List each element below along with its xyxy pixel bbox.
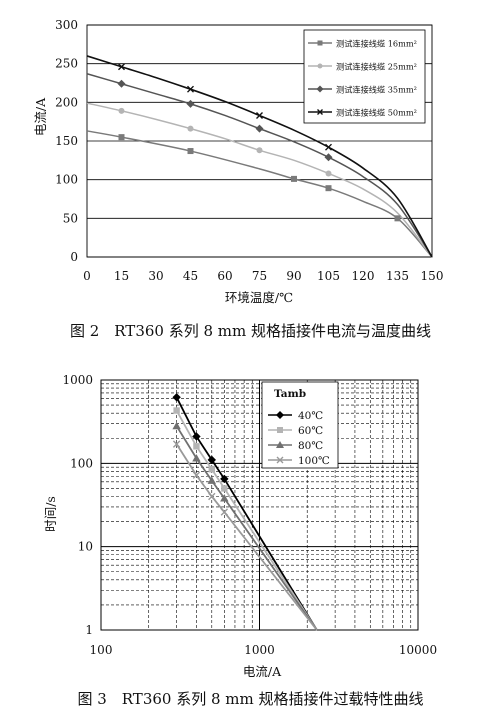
chart-legend: Tamb 40℃ 60℃ 80℃ 100℃: [261, 381, 339, 469]
series-point: [118, 134, 125, 141]
series-point: [324, 153, 333, 162]
chart-legend: 测试连接线缆 16mm² 测试连接线缆 25mm² 测试连接线缆 35mm² 测试连接…: [303, 29, 426, 124]
x-tick-label: 120: [352, 269, 375, 283]
legend-marker: [316, 85, 324, 93]
legend-label: 40℃: [298, 410, 323, 422]
x-tick-label: 135: [386, 269, 409, 283]
y-tick-label: 150: [55, 134, 78, 148]
series-point: [192, 454, 201, 462]
y-axis-label: 电流/A: [33, 97, 48, 136]
y-axis-label: 时间/s: [43, 496, 58, 532]
y-tick-label: 300: [55, 18, 78, 32]
legend-marker: [317, 109, 323, 115]
figure-2-caption: 图 2 RT360 系列 8 mm 规格插接件电流与温度曲线: [69, 322, 432, 340]
y-tick-label: 1: [85, 623, 93, 637]
figure-2-current-vs-temperature-chart: 0 50 100 150 200 250 300 0 15 30 45 60 75 90 105 120 135…: [33, 18, 443, 305]
x-tick-label: 100: [90, 643, 113, 657]
x-tick-label: 15: [114, 269, 129, 283]
series-point: [255, 124, 264, 133]
series-point: [208, 466, 215, 473]
chart-series-markers: [172, 393, 229, 516]
plot-frame: [100, 379, 419, 631]
legend-box: [303, 29, 426, 124]
series-point: [118, 63, 125, 71]
legend-marker: [276, 456, 284, 464]
y-tick-label: 100: [55, 173, 78, 187]
y-tick-label: 1000: [62, 373, 93, 387]
legend-label: 测试连接线缆 35mm²: [336, 85, 417, 95]
series-point: [394, 215, 401, 222]
series-point: [220, 508, 229, 516]
y-tick-label: 100: [70, 456, 93, 470]
plot-frame: [86, 24, 433, 258]
series-point: [207, 476, 216, 484]
series-point: [220, 494, 229, 502]
legend-marker: [277, 427, 283, 433]
x-axis-label: 电流/A: [243, 664, 282, 679]
x-tick-label: 45: [183, 269, 198, 283]
series-point: [325, 143, 332, 151]
series-point: [187, 148, 194, 155]
x-tick-label: 0: [83, 269, 91, 283]
chart-tick-labels: 100 1000 10000 1 10 100 1000: [62, 373, 437, 657]
series-point: [325, 185, 332, 192]
series-point: [172, 393, 181, 402]
series-point: [325, 170, 332, 177]
x-tick-label: 60: [217, 269, 232, 283]
series-point: [207, 455, 216, 465]
legend-label: 测试连接线缆 25mm²: [336, 62, 417, 72]
series-point: [172, 440, 181, 448]
series-point: [173, 407, 180, 414]
legend-marker: [317, 40, 323, 46]
y-tick-label: 0: [70, 250, 78, 264]
series-point: [117, 79, 126, 88]
legend-marker: [317, 63, 323, 69]
legend-label: 60℃: [298, 425, 323, 437]
series-point: [291, 175, 297, 182]
series-point: [172, 421, 181, 430]
series-line: [175, 443, 318, 631]
legend-marker: [276, 441, 284, 448]
series-point: [187, 85, 194, 93]
series-point: [192, 432, 201, 441]
y-tick-label: 10: [78, 540, 93, 554]
series-point: [221, 485, 228, 492]
legend-marker: [276, 411, 284, 419]
series-point: [118, 107, 125, 114]
series-point: [192, 471, 201, 479]
legend-title: Tamb: [274, 388, 306, 400]
x-tick-label: 10000: [399, 643, 437, 657]
series-point: [208, 492, 216, 501]
x-tick-label: 75: [252, 269, 267, 283]
legend-box: [261, 381, 339, 469]
legend-label: 测试连接线缆 50mm²: [336, 108, 417, 118]
x-tick-label: 150: [421, 269, 444, 283]
x-axis-label: 环境温度/℃: [225, 290, 293, 305]
series-point: [256, 111, 263, 119]
chart-axes: [86, 24, 433, 258]
y-tick-label: 200: [55, 95, 78, 109]
x-tick-label: 90: [286, 269, 301, 283]
x-tick-label: 1000: [244, 643, 275, 657]
y-tick-label: 250: [55, 57, 78, 71]
chart-grid: [100, 379, 419, 631]
series-point: [186, 99, 195, 108]
y-tick-label: 50: [63, 211, 78, 225]
series-point: [187, 125, 194, 132]
legend-label: 100℃: [298, 455, 330, 467]
legend-label: 测试连接线缆 16mm²: [336, 39, 417, 49]
series-point: [220, 474, 229, 484]
figure-3-caption: 图 3 RT360 系列 8 mm 规格插接件过载特性曲线: [77, 690, 424, 708]
x-tick-label: 30: [148, 269, 163, 283]
chart-series-markers: [117, 63, 401, 222]
series-point: [193, 443, 200, 450]
figure-3-overload-chart: 100 1000 10000 1 10 100 1000 电流/A 时间/s Tamb 40℃…: [43, 373, 437, 679]
x-tick-label: 105: [317, 269, 340, 283]
chart-tick-labels: 0 50 100 150 200 250 300 0 15 30 45 60 75 90 105 120 135…: [55, 18, 443, 283]
legend-label: 80℃: [298, 440, 323, 452]
series-point: [256, 147, 263, 154]
